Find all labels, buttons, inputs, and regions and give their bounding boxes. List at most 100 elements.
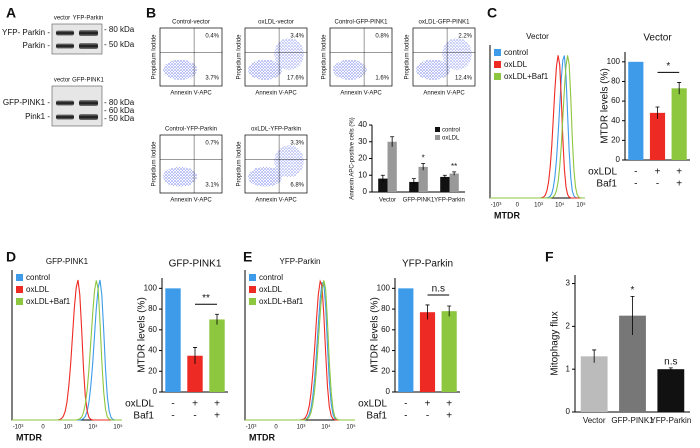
blot-band bbox=[56, 114, 74, 120]
y-tick-label: 40 bbox=[381, 346, 390, 355]
blot-membrane bbox=[51, 23, 103, 55]
legend-swatch bbox=[16, 286, 23, 293]
x-tick-label: YFP-Parkin bbox=[650, 416, 691, 425]
treatment-sign: - bbox=[404, 399, 407, 410]
error-bar bbox=[630, 296, 635, 335]
flow-title: Control-GFP-PINK1 bbox=[334, 20, 388, 26]
y-tick-label: 10 bbox=[358, 170, 367, 179]
y-tick-label: 20 bbox=[381, 366, 390, 375]
treatment-sign: - bbox=[656, 179, 659, 190]
x-tick-label: -10³ bbox=[13, 425, 24, 431]
size-marker: - 50 kDa bbox=[104, 40, 135, 49]
error-bar bbox=[592, 349, 597, 363]
treatment-sign: - bbox=[171, 411, 174, 422]
error-bar bbox=[215, 313, 219, 325]
y-tick-label: 30 bbox=[358, 137, 367, 146]
lane-label: GFP-PINK1 bbox=[72, 78, 104, 84]
flow-cloud bbox=[163, 166, 197, 187]
y-tick-label: 3 bbox=[566, 279, 571, 288]
flow-xlabel: Annexin V-APC bbox=[423, 91, 465, 97]
legend-swatch bbox=[16, 274, 23, 281]
x-tick-label: 10³ bbox=[297, 425, 306, 431]
y-tick-label: 100 bbox=[377, 283, 391, 292]
error-bar bbox=[421, 163, 426, 171]
bar bbox=[440, 176, 450, 192]
blot-band bbox=[79, 100, 98, 106]
bar bbox=[419, 312, 436, 392]
size-marker: - 80 kDa bbox=[104, 98, 135, 107]
blot-band bbox=[79, 43, 98, 49]
y-axis-label: MTDR levels (%) bbox=[137, 297, 148, 373]
band-label: YFP- Parkin - bbox=[2, 28, 50, 37]
y-axis-label: Mitophagy flux bbox=[550, 311, 561, 375]
histogram-curve bbox=[490, 55, 585, 199]
x-tick-label: 10⁵ bbox=[576, 202, 586, 209]
y-tick-label: 100 bbox=[144, 283, 158, 292]
bar bbox=[671, 88, 687, 160]
x-tick-label: 10⁴ bbox=[321, 424, 331, 431]
histogram-title: Vector bbox=[526, 32, 549, 41]
x-tick-label: 0 bbox=[41, 425, 45, 431]
bar bbox=[209, 319, 225, 392]
flow-ylabel: Propidium Iodide bbox=[237, 141, 243, 187]
flow-cloud bbox=[163, 59, 197, 80]
treatment-sign: - bbox=[193, 411, 196, 422]
flow-ylabel: Propidium Iodide bbox=[405, 34, 411, 80]
band-label: Parkin - bbox=[22, 41, 50, 50]
significance: * bbox=[422, 154, 425, 163]
panel-label: D bbox=[6, 249, 16, 265]
x-tick-label: 10³ bbox=[64, 425, 73, 431]
size-marker: - 60 kDa bbox=[104, 106, 135, 115]
flow-cloud bbox=[442, 38, 472, 71]
significance: ** bbox=[202, 293, 210, 304]
significance: * bbox=[666, 61, 670, 72]
bar bbox=[649, 112, 666, 160]
legend-label: control bbox=[26, 273, 50, 282]
legend-label: oxLDL+Baf1 bbox=[504, 72, 549, 81]
legend-label: oxLDL bbox=[504, 60, 528, 69]
quadrant-percent: 3.4% bbox=[290, 34, 304, 40]
histogram-curve bbox=[12, 280, 122, 421]
x-tick-label: -10³ bbox=[246, 425, 257, 431]
flow-title: oxLDL-vector bbox=[258, 20, 294, 26]
y-tick-label: 20 bbox=[358, 154, 367, 163]
lane-label: vector bbox=[54, 16, 70, 22]
y-tick-label: 60 bbox=[611, 96, 620, 105]
legend-swatch bbox=[249, 274, 256, 281]
bar bbox=[441, 311, 457, 392]
bar bbox=[409, 181, 419, 192]
bar bbox=[580, 356, 608, 412]
legend-label: oxLDL bbox=[442, 136, 460, 142]
flow-ylabel: Propidium Iodide bbox=[237, 34, 243, 80]
treatment-sign: + bbox=[214, 411, 220, 422]
panel-label: F bbox=[545, 249, 554, 265]
error-bar bbox=[452, 171, 457, 176]
quadrant-percent: 0.7% bbox=[205, 141, 219, 147]
flow-cloud bbox=[248, 166, 282, 187]
error-bar bbox=[380, 174, 385, 182]
error-bar bbox=[447, 305, 452, 317]
histogram-title: YFP-Parkin bbox=[280, 257, 321, 266]
x-tick-label: 10³ bbox=[534, 203, 543, 209]
treatment-label: oxLDL bbox=[358, 399, 387, 410]
legend-label: control bbox=[504, 48, 528, 57]
treatment-sign: + bbox=[655, 167, 661, 178]
treatment-label: Baf1 bbox=[133, 411, 154, 422]
lane-label: YFP-Parkin bbox=[73, 16, 104, 22]
legend-swatch bbox=[435, 135, 440, 140]
treatment-sign: - bbox=[426, 411, 429, 422]
histogram-title: GFP-PINK1 bbox=[46, 257, 89, 266]
flow-xlabel: Annexin V-APC bbox=[170, 91, 212, 97]
bar bbox=[378, 178, 388, 192]
quadrant-percent: 0.8% bbox=[375, 34, 389, 40]
y-tick-label: 0 bbox=[566, 407, 571, 416]
x-tick-label: GFP-PINK1 bbox=[611, 416, 654, 425]
legend-swatch bbox=[16, 298, 23, 305]
legend-label: control bbox=[259, 273, 283, 282]
flow-ylabel: Propidium Iodide bbox=[152, 141, 158, 187]
flow-xlabel: Annexin V-APC bbox=[340, 91, 382, 97]
treatment-sign: - bbox=[171, 399, 174, 410]
error-bar bbox=[425, 304, 430, 320]
x-tick-label: -10³ bbox=[491, 203, 502, 209]
